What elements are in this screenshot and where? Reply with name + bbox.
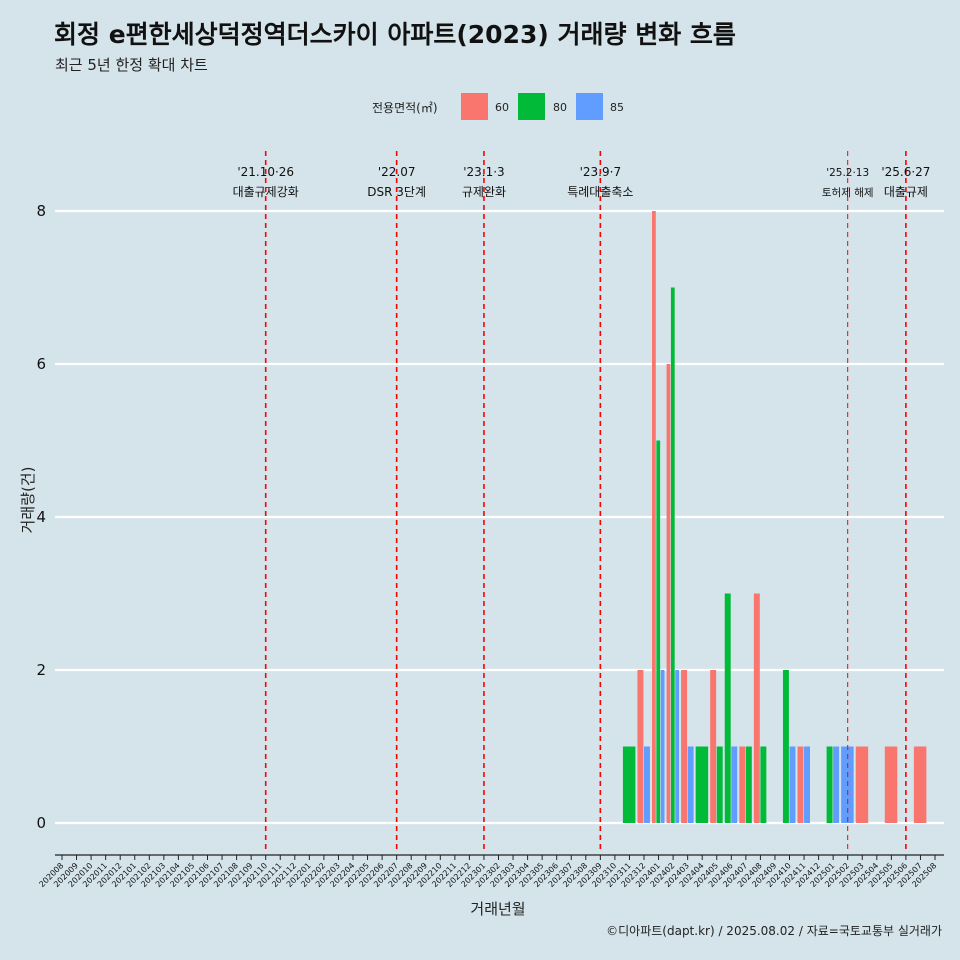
event-date-202207: '22.07 — [378, 165, 416, 179]
legend-item-80: 80 — [518, 93, 567, 120]
event-label-202309: 특례대출축소 — [567, 185, 633, 199]
chart-subtitle: 최근 5년 한정 확대 차트 — [55, 56, 208, 74]
bar-202407-80 — [745, 746, 752, 823]
bar-202406-85 — [731, 746, 738, 823]
bar-202312-60 — [637, 670, 644, 823]
legend-item-85: 85 — [576, 93, 624, 120]
legend-swatch-60 — [461, 93, 488, 120]
bar-202402-80 — [670, 287, 675, 823]
chart-title: 회정 e편한세상덕정역더스카이 아파트(2023) 거래량 변화 흐름 — [54, 20, 736, 49]
y-tick-label-8: 8 — [36, 202, 46, 220]
bar-202406-80 — [724, 593, 731, 823]
event-date-202506: '25.6·27 — [881, 165, 930, 179]
legend-swatch-80 — [518, 93, 545, 120]
y-tick-label-0: 0 — [36, 814, 46, 832]
x-axis-title: 거래년월 — [470, 900, 525, 918]
legend-item-60: 60 — [461, 93, 509, 120]
bar-202402-60 — [666, 364, 671, 823]
event-label-202506: 대출규제 — [884, 185, 928, 199]
bar-202410-80 — [782, 670, 789, 823]
y-tick-label-2: 2 — [36, 661, 46, 679]
bar-202411-85 — [804, 746, 810, 823]
bar-202405-80 — [716, 746, 723, 823]
bar-202402-85 — [675, 670, 680, 823]
legend-label-85: 85 — [610, 101, 624, 114]
legend-label-80: 80 — [553, 101, 567, 114]
bar-202401-60 — [652, 211, 656, 823]
bar-202405-60 — [710, 670, 717, 823]
event-label-202502: 토허제 해제 — [822, 186, 874, 199]
grid — [55, 209, 944, 825]
legend-title: 전용면적(㎡) — [372, 101, 438, 115]
caption: ©디아파트(dapt.kr) / 2025.08.02 / 자료=국토교통부 실… — [606, 924, 942, 938]
y-tick-label-6: 6 — [36, 355, 46, 373]
bar-202407-60 — [739, 746, 746, 823]
event-date-202301: '23.1·3 — [463, 165, 504, 179]
bar-202312-85 — [644, 746, 650, 823]
bar-202408-60 — [753, 593, 760, 823]
y-tick-label-4: 4 — [36, 508, 46, 526]
event-label-202301: 규제완화 — [462, 185, 506, 199]
bar-202507-60 — [913, 746, 927, 823]
bar-202403-85 — [687, 746, 694, 823]
event-label-202207: DSR 3단계 — [367, 185, 426, 199]
bar-202501-80 — [826, 746, 833, 823]
legend-swatch-85 — [576, 93, 603, 120]
bar-202401-85 — [660, 670, 665, 823]
bar-202411-60 — [797, 746, 804, 823]
legend: 전용면적(㎡) 60 80 85 — [372, 93, 624, 120]
bar-202401-80 — [656, 440, 661, 823]
bar-202408-80 — [760, 746, 767, 823]
bar-202505-60 — [884, 746, 898, 823]
x-axis: 2020082020092020102020112020122021012021… — [37, 854, 944, 889]
event-date-202309: '23.9·7 — [580, 165, 621, 179]
event-annotations: '21.10·26 대출규제강화 '22.07 DSR 3단계 '23.1·3 규제완화 '… — [233, 165, 931, 199]
bar-202501-85 — [833, 746, 840, 823]
event-label-202110: 대출규제강화 — [233, 185, 299, 199]
event-date-202502: '25.2·13 — [826, 167, 869, 179]
bar-202503-60 — [855, 746, 869, 823]
legend-label-60: 60 — [495, 101, 509, 114]
bars — [622, 211, 927, 823]
event-date-202110: '21.10·26 — [237, 165, 294, 179]
y-axis-title: 거래량(건) — [19, 467, 37, 534]
bar-202403-60 — [681, 670, 688, 823]
bar-202311-80 — [622, 746, 636, 823]
bar-202404-80 — [695, 746, 709, 823]
event-lines — [264, 151, 907, 851]
y-tick-labels: 0 2 4 6 8 — [36, 202, 46, 832]
bar-202410-85 — [789, 746, 796, 823]
